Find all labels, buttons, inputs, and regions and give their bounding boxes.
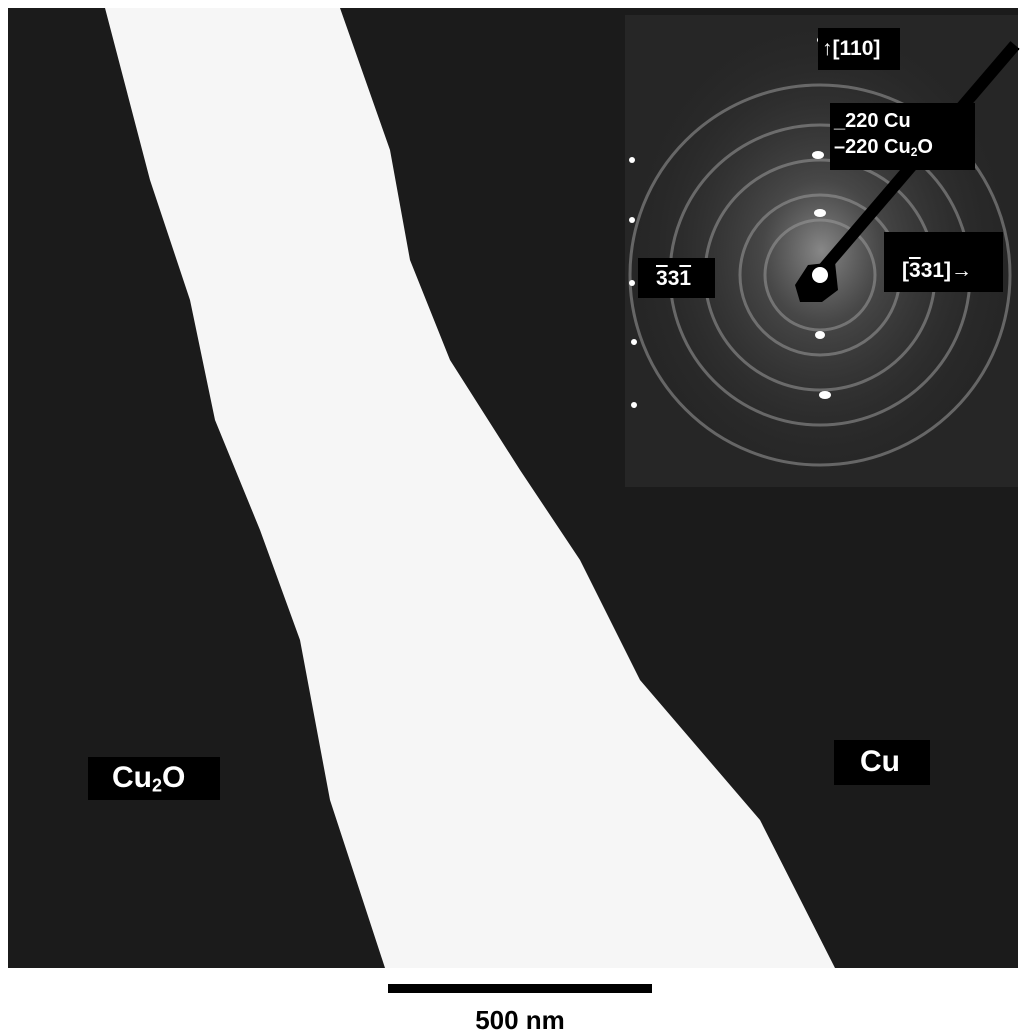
- text: 3: [909, 259, 921, 282]
- phase-label: Cu2O: [88, 757, 220, 800]
- text: 31]→: [921, 259, 972, 282]
- page: ↑[110] _220 Cu –220 Cu2O 331 [331]→ Cu2O…: [0, 0, 1021, 1032]
- direction-label: ↑[110]: [818, 28, 900, 70]
- ring-label-cu: _220 Cu: [834, 111, 971, 131]
- ring-label: _220 Cu –220 Cu2O: [830, 103, 975, 170]
- text: Cu: [112, 761, 152, 794]
- phase-label: Cu: [834, 740, 930, 785]
- ring-label-cu2o: –220 Cu2O: [834, 137, 971, 158]
- text: O: [917, 136, 933, 158]
- digit: 3: [656, 267, 668, 290]
- scale-bar: [388, 984, 652, 993]
- digit: 3: [668, 267, 680, 290]
- digit: 1: [679, 267, 691, 290]
- text: –220 Cu: [834, 136, 911, 158]
- text: [: [902, 259, 909, 282]
- direction-label: [331]→: [884, 232, 1003, 292]
- text: O: [162, 761, 185, 794]
- spot-label: 331: [638, 258, 715, 298]
- scale-label: 500 nm: [420, 1005, 620, 1036]
- subscript: 2: [152, 776, 162, 796]
